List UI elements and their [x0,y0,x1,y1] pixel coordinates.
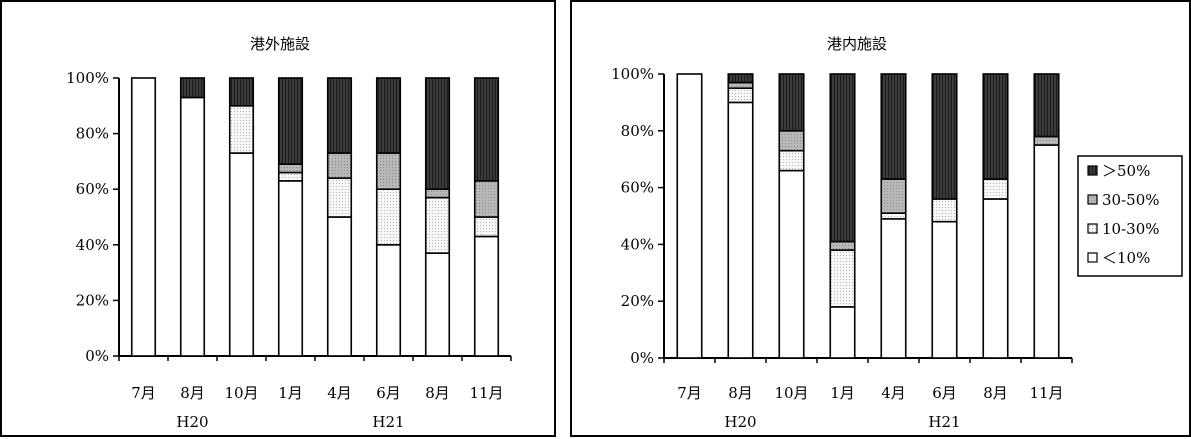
chart-title: 港外施設 [250,35,310,53]
x-tick-label: 4月 [327,384,352,402]
bar-segment-lt10 [829,306,856,359]
bar-segment-lt10 [880,218,907,359]
x-tick-label: 8月 [180,384,205,402]
y-tick-label: 60% [621,179,654,197]
y-tick-label: 60% [76,180,109,198]
y-tick-label: 20% [76,291,109,309]
x-tick-label: 4月 [881,384,906,402]
legend-label: ＞50% [1102,162,1150,180]
bar-segment-10-30 [982,178,1009,200]
bar-segment-gt50 [778,73,805,132]
chart-panel-outer-facilities: 港外施設 0% 20% 40% 60% 80% 100% 7月 8月 10月 1月 4月 6月 8月 11月… [0,0,556,437]
bar-segment-30-50 [778,130,805,152]
bar-segment-10-30 [375,188,402,246]
bar-segment-lt10 [228,152,255,357]
bar-segment-gt50 [228,77,255,107]
bar-segment-lt10 [473,235,500,357]
x-tick-label: 8月 [983,384,1008,402]
x-tick-label: 10月 [774,384,808,402]
y-tick-label: 80% [621,122,654,140]
bar-segment-30-50 [277,163,304,174]
bar-segment-lt10 [727,101,754,359]
bar-segment-gt50 [829,73,856,243]
x-tick-label: 6月 [376,384,401,402]
chart-title: 港内施設 [827,35,887,53]
bar-segment-lt10 [326,216,353,357]
stacked-bar-chart-inner-facilities: 港内施設 0% 20% 40% 60% 80% 100% 7月 8月 10月 1月 4月 6月 8月 11月… [611,35,1183,431]
y-tick-label: 100% [66,69,109,87]
bar-segment-30-50 [829,240,856,251]
legend-swatch-30-50 [1087,194,1098,205]
bar-segment-10-30 [326,177,353,218]
x-group-label: H20 [176,413,208,431]
bar-segment-gt50 [424,77,451,190]
bar-segment-30-50 [727,81,754,89]
x-tick-label: 7月 [677,384,702,402]
legend-label: 10-30% [1102,220,1160,238]
bar-segment-gt50 [727,73,754,84]
x-group-label: H20 [724,413,756,431]
bar-segment-gt50 [277,77,304,165]
bar-segment-gt50 [982,73,1009,180]
bar-segment-10-30 [424,196,451,254]
bar-segment-gt50 [880,73,907,180]
bar-segment-lt10 [931,220,958,359]
x-tick-label: 6月 [932,384,957,402]
bar-segment-30-50 [880,178,907,214]
bar-segment-10-30 [228,105,255,154]
bar-segment-10-30 [277,171,304,182]
bar-segment-10-30 [931,198,958,223]
x-tick-label: 7月 [131,384,156,402]
stacked-bar-chart-outer-facilities: 港外施設 0% 20% 40% 60% 80% 100% 7月 8月 10月 1月 4月 6月 8月 11月… [66,35,512,431]
y-tick-label: 0% [630,349,654,367]
bar-segment-30-50 [326,152,353,179]
bar-segment-10-30 [473,216,500,238]
bar-segment-gt50 [326,77,353,154]
legend-swatch-lt10 [1087,252,1098,263]
y-tick-label: 40% [76,236,109,254]
x-tick-label: 11月 [469,384,503,402]
chart-panel-inner-facilities: 港内施設 0% 20% 40% 60% 80% 100% 7月 8月 10月 1月 4月 6月 8月 11月… [570,0,1191,437]
bar-segment-30-50 [375,152,402,190]
y-tick-label: 0% [85,347,109,365]
x-group-label: H21 [928,413,960,431]
bar-segment-lt10 [375,244,402,357]
bar-segment-30-50 [424,188,451,199]
bar-segment-10-30 [778,149,805,172]
bar-segment-gt50 [179,77,206,99]
y-tick-label: 40% [621,235,654,253]
legend-label: ＜10% [1102,249,1150,267]
bar-segment-gt50 [931,73,958,200]
y-tick-label: 20% [621,292,654,310]
bar-segment-10-30 [829,249,856,308]
bar-segment-lt10 [1033,144,1060,359]
bar-segment-gt50 [473,77,500,182]
bar-segment-gt50 [375,77,402,154]
x-group-label: H21 [372,413,404,431]
x-tick-label: 8月 [425,384,450,402]
bar-segment-lt10 [179,96,206,357]
bar-segment-gt50 [1033,73,1060,138]
y-tick-label: 100% [611,65,654,83]
legend-label: 30-50% [1102,191,1160,209]
bar-segment-10-30 [727,87,754,104]
x-tick-label: 8月 [728,384,753,402]
bar-segment-10-30 [880,212,907,220]
bar-segment-lt10 [277,180,304,357]
bar-segment-lt10 [130,77,157,357]
bar-segment-lt10 [676,73,703,359]
bar-segment-30-50 [473,180,500,218]
bar-segment-lt10 [778,169,805,359]
x-tick-label: 1月 [278,384,303,402]
bar-segment-lt10 [424,252,451,357]
bar-segment-30-50 [1033,135,1060,146]
x-tick-label: 10月 [224,384,258,402]
x-tick-label: 1月 [830,384,855,402]
legend-swatch-10-30 [1087,223,1098,234]
y-tick-label: 80% [76,125,109,143]
legend-swatch-gt50 [1087,165,1098,176]
bar-segment-lt10 [982,198,1009,359]
x-tick-label: 11月 [1029,384,1063,402]
